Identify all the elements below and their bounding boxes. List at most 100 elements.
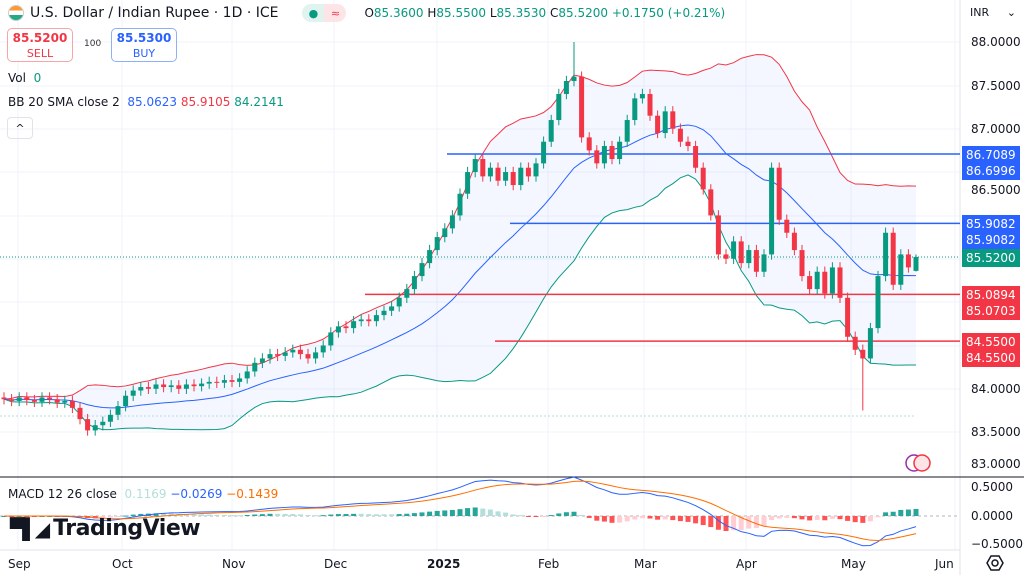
time-axis-label: Apr: [736, 557, 757, 571]
trade-quantity[interactable]: 100: [84, 39, 102, 49]
macd-histogram-bar: [639, 516, 645, 519]
macd-histogram-bar: [563, 512, 569, 516]
candle-body: [335, 326, 341, 333]
macd-histogram-bar: [130, 514, 136, 516]
candle-body: [753, 250, 759, 272]
candle-body: [639, 94, 645, 99]
time-axis-label: Nov: [222, 557, 246, 571]
candle-body: [837, 267, 843, 298]
candle-body: [480, 159, 486, 177]
macd-histogram-bar: [161, 513, 167, 516]
macd-label: MACD 12 26 close: [8, 487, 117, 501]
bb-basis-value: 85.0623: [127, 95, 177, 109]
collapse-legend-button[interactable]: ^: [7, 117, 33, 139]
macd-histogram-bar: [305, 515, 311, 517]
price-tag-value: 86.7089: [966, 147, 1016, 162]
macd-histogram-bar: [852, 516, 858, 523]
macd-histogram-bar: [381, 514, 387, 516]
candle-body: [252, 362, 258, 372]
macd-histogram-bar: [548, 515, 554, 517]
macd-axis-label: 0.0000: [971, 509, 1013, 523]
macd-histogram-bar: [693, 516, 699, 524]
candle-body: [738, 241, 744, 264]
macd-histogram-bar: [442, 510, 448, 516]
candle-body: [434, 237, 440, 251]
macd-histogram-bar: [328, 514, 334, 516]
macd-histogram-bar: [366, 514, 372, 516]
candle-body: [313, 352, 319, 359]
macd-histogram-bar: [191, 514, 197, 516]
buy-button[interactable]: 85.5300 BUY: [111, 28, 177, 62]
candle-body: [510, 172, 516, 186]
candle-body: [92, 425, 98, 431]
tv-logo-icon: ▀▌◢: [10, 516, 50, 541]
candle-body: [373, 315, 379, 322]
macd-axis-label: 0.5000: [971, 480, 1013, 494]
symbol-header: U.S. Dollar / Indian Rupee · 1D · ICE ● …: [8, 4, 725, 22]
candle-body: [495, 167, 501, 181]
macd-histogram-bar: [883, 512, 889, 516]
bb-label: BB 20 SMA close 2: [8, 95, 120, 109]
macd-histogram-bar: [389, 514, 395, 516]
macd-histogram-bar: [541, 516, 547, 517]
ohlc-readout: O85.3600 H85.5500 L85.3530 C85.5200 +0.1…: [364, 6, 725, 20]
symbol-title[interactable]: U.S. Dollar / Indian Rupee · 1D · ICE: [30, 5, 279, 21]
close-label: C: [550, 6, 559, 20]
macd-legend[interactable]: MACD 12 26 close 0.1169 −0.0269 −0.1439: [8, 487, 278, 501]
candle-body: [168, 385, 174, 388]
macd-histogram-bar: [244, 514, 250, 516]
candle-body: [107, 414, 113, 422]
macd-histogram-bar: [723, 516, 729, 532]
market-status[interactable]: ● ≈: [302, 4, 347, 22]
candle-body: [708, 189, 714, 216]
macd-histogram-bar: [845, 516, 851, 521]
time-axis-label: Oct: [112, 557, 133, 571]
macd-histogram-bar: [206, 514, 212, 516]
candle-body: [867, 328, 873, 359]
candle-body: [328, 332, 334, 346]
candle-body: [47, 397, 53, 400]
buy-label: BUY: [132, 47, 156, 60]
candle-body: [541, 141, 547, 164]
macd-histogram-bar: [685, 516, 691, 522]
time-axis-label: Sep: [8, 557, 31, 571]
currency-dropdown[interactable]: INR ⌄: [966, 1, 1020, 23]
macd-histogram-bar: [708, 516, 714, 528]
candle-body: [571, 76, 577, 82]
bb-basis-line: [3, 124, 917, 409]
price-axis-label: 86.5000: [971, 183, 1021, 197]
candle-body: [548, 120, 554, 142]
candle-body: [85, 419, 91, 431]
macd-axis-label: −0.5000: [971, 537, 1024, 551]
macd-histogram-bar: [867, 516, 873, 522]
candle-body: [381, 310, 387, 316]
sell-button[interactable]: 85.5200 SELL: [7, 28, 73, 62]
candle-body: [123, 395, 129, 407]
candle-body: [685, 141, 691, 147]
candle-body: [579, 76, 585, 138]
low-value: 85.3530: [496, 6, 547, 20]
bb-legend[interactable]: BB 20 SMA close 2 85.0623 85.9105 84.214…: [8, 95, 284, 109]
candle-body: [677, 128, 683, 142]
macd-histogram-bar: [457, 509, 463, 516]
candle-body: [533, 163, 539, 177]
candle-body: [518, 167, 524, 186]
time-axis-label: Dec: [324, 557, 348, 571]
vol-label: Vol: [8, 71, 26, 85]
settings-gear-icon[interactable]: [985, 554, 1005, 572]
candle-body: [100, 421, 106, 426]
tradingview-logo[interactable]: ▀▌◢ TradingView: [10, 516, 201, 541]
macd-histogram-bar: [700, 516, 706, 526]
macd-histogram-bar: [814, 516, 820, 520]
candle-body: [305, 354, 311, 359]
volume-legend[interactable]: Vol 0: [8, 71, 41, 85]
bb-fill: [4, 54, 916, 430]
bb-upper-value: 85.9105: [180, 95, 231, 109]
macd-signal-line: [3, 480, 917, 542]
macd-signal-value: −0.1439: [226, 487, 279, 501]
candle-body: [24, 397, 30, 401]
macd-histogram-bar: [107, 516, 113, 518]
candle-body: [130, 390, 136, 396]
macd-histogram-bar: [100, 516, 106, 519]
